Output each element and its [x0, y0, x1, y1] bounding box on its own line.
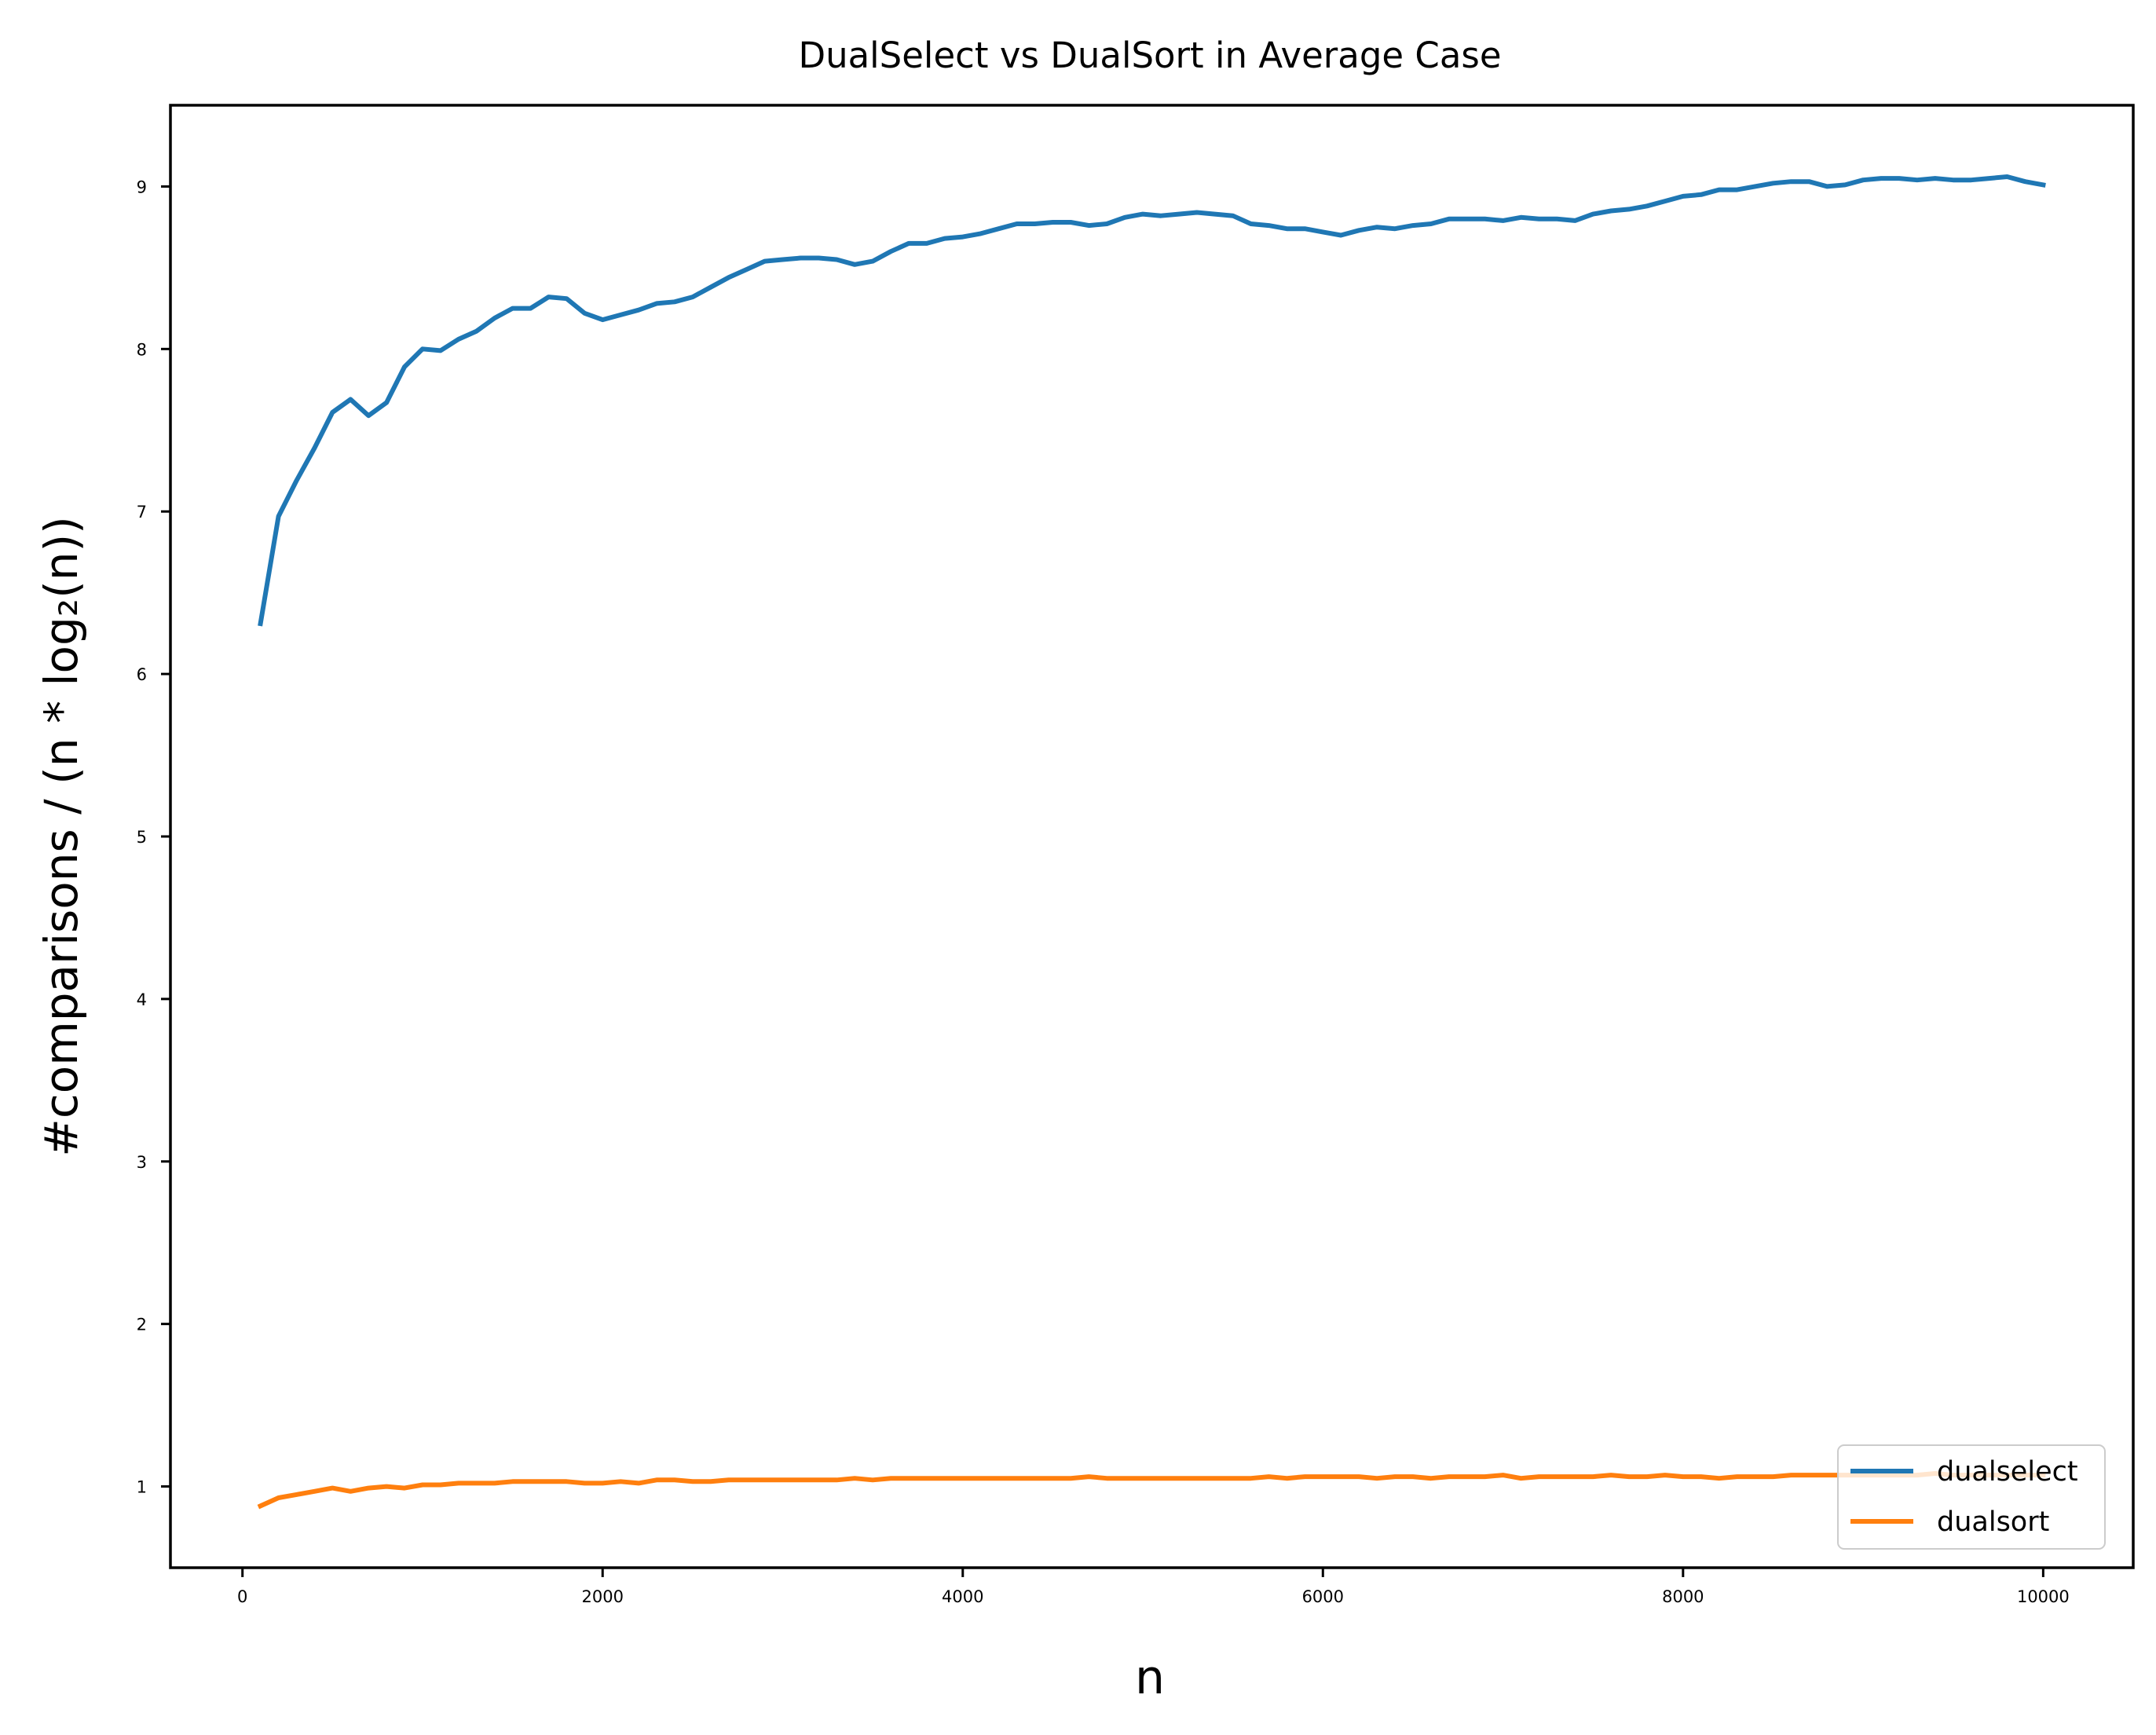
y-tick-label: 7: [137, 503, 147, 522]
series-layer: [257, 174, 2046, 1510]
y-tick-label: 9: [137, 178, 147, 196]
y-axis-label: #comparisons / (n * log₂(n)): [35, 516, 88, 1156]
x-axis-label: n: [1135, 1650, 1165, 1705]
legend: dualselect dualsort: [1837, 1444, 2106, 1550]
x-axis-ticks: 0 2000 4000 6000 8000 10000: [237, 1568, 2070, 1606]
x-tick-label: 2000: [582, 1587, 624, 1606]
y-tick-label: 4: [137, 990, 147, 1009]
x-tick-label: 8000: [1662, 1587, 1704, 1606]
y-tick-label: 1: [137, 1478, 147, 1497]
y-axis-ticks: 1 2 3 4 5 6 7 8 9: [137, 178, 170, 1497]
y-tick-label: 5: [137, 828, 147, 847]
x-tick-label: 10000: [2017, 1587, 2070, 1606]
legend-label-dualselect: dualselect: [1937, 1456, 2078, 1488]
y-tick-label: 2: [137, 1316, 147, 1334]
chart-title: DualSelect vs DualSort in Average Case: [798, 35, 1501, 76]
series-line-dualsort: [257, 1471, 2046, 1510]
x-tick-label: 4000: [942, 1587, 983, 1606]
x-tick-label: 0: [237, 1587, 247, 1606]
y-tick-label: 6: [137, 665, 147, 684]
x-tick-label: 6000: [1302, 1587, 1344, 1606]
y-tick-label: 3: [137, 1153, 147, 1172]
y-tick-label: 8: [137, 340, 147, 359]
legend-label-dualsort: dualsort: [1937, 1506, 2049, 1538]
series-line-dualselect: [258, 174, 2046, 627]
